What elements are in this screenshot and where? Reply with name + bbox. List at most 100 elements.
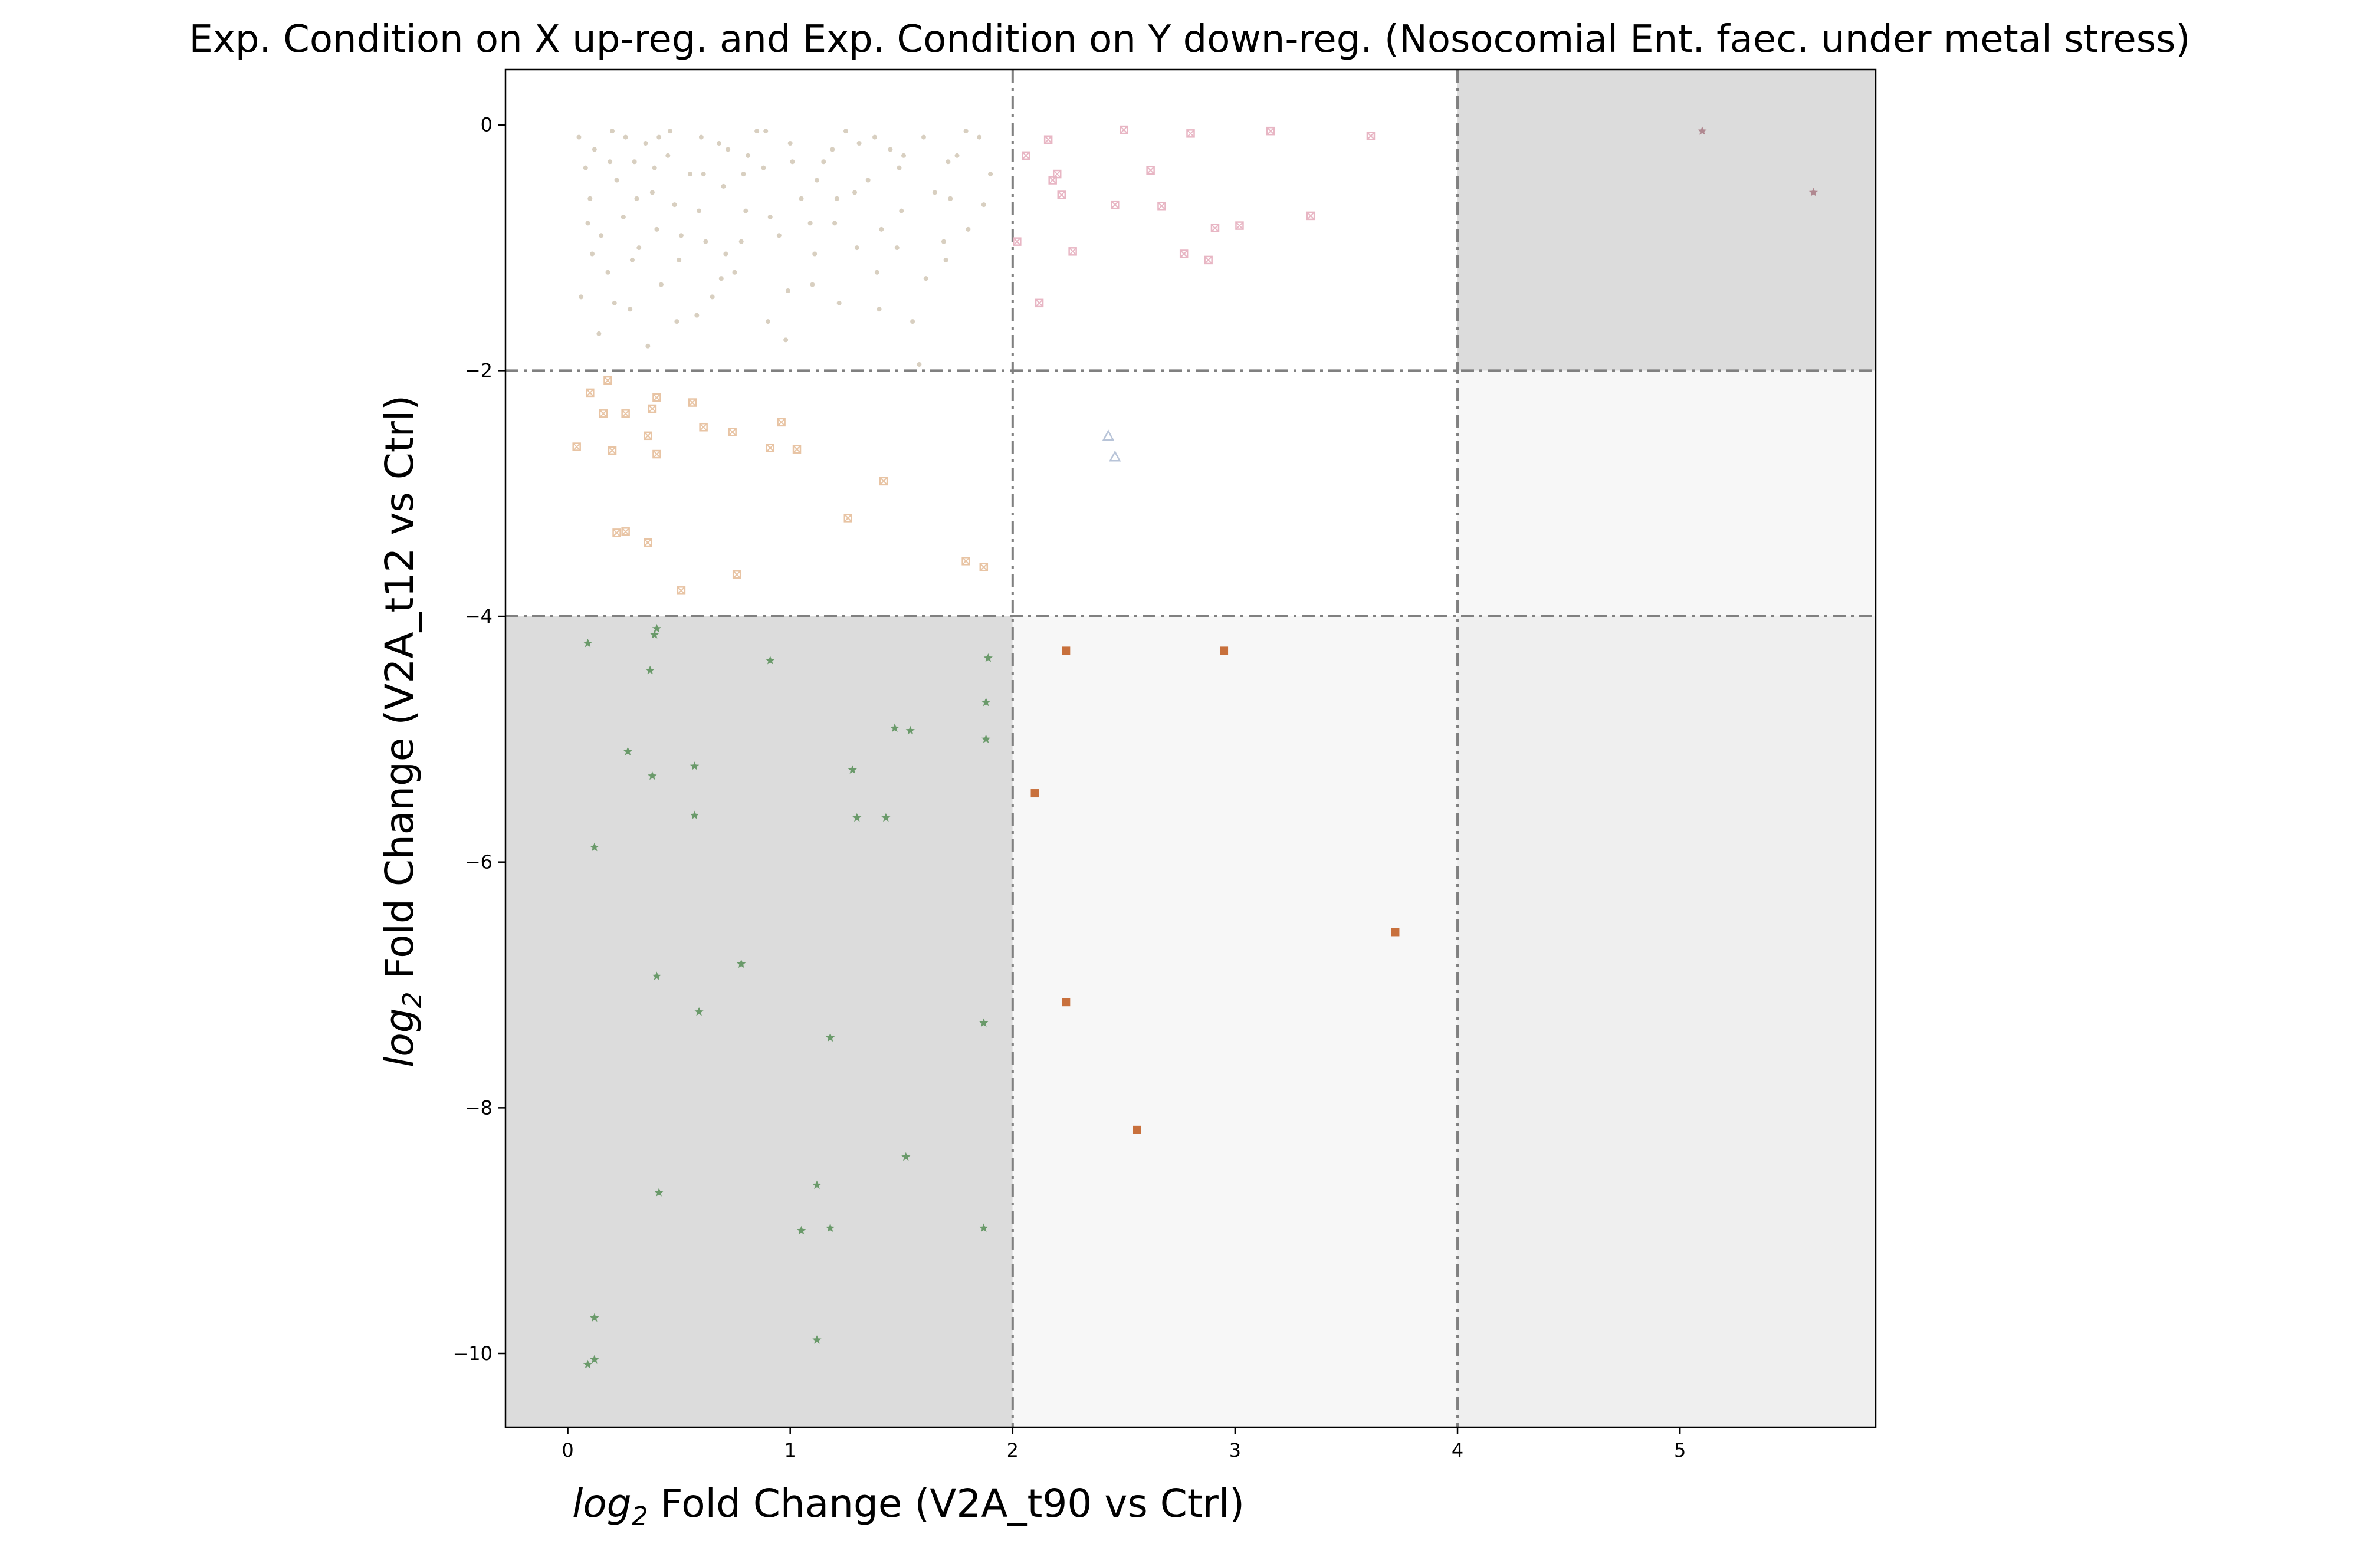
data-point bbox=[658, 282, 664, 287]
data-point bbox=[621, 409, 630, 418]
chart-title: Exp. Condition on X up-reg. and Exp. Con… bbox=[189, 18, 2191, 61]
threshold-lines bbox=[505, 70, 1876, 1427]
data-point bbox=[726, 147, 731, 152]
data-point bbox=[698, 134, 704, 140]
x-tick-label: 0 bbox=[562, 1439, 573, 1461]
data-point bbox=[1266, 126, 1275, 136]
data-point bbox=[723, 251, 728, 257]
data-point bbox=[623, 747, 632, 755]
data-point bbox=[599, 409, 608, 418]
data-point bbox=[979, 563, 989, 571]
x-tick-label: 1 bbox=[784, 1439, 796, 1461]
data-point bbox=[694, 1007, 704, 1016]
data-point bbox=[628, 307, 633, 312]
data-point bbox=[761, 165, 766, 170]
data-point bbox=[612, 528, 621, 537]
data-point bbox=[654, 226, 659, 232]
data-point bbox=[610, 129, 615, 134]
data-point bbox=[738, 239, 744, 244]
y-tick-label: −6 bbox=[465, 851, 493, 873]
data-point bbox=[865, 178, 871, 183]
data-point bbox=[941, 239, 946, 244]
data-point bbox=[834, 196, 839, 201]
data-point bbox=[1186, 129, 1195, 138]
data-point bbox=[897, 165, 902, 170]
data-point bbox=[1052, 169, 1062, 179]
data-point bbox=[954, 153, 960, 158]
data-point bbox=[699, 422, 708, 432]
x-tick-label: 5 bbox=[1674, 1439, 1686, 1461]
data-point bbox=[732, 270, 737, 275]
data-point bbox=[1109, 450, 1121, 462]
data-point bbox=[894, 245, 900, 251]
data-point bbox=[979, 1018, 989, 1027]
data-point bbox=[796, 1226, 806, 1235]
data-point bbox=[668, 129, 673, 134]
data-point bbox=[766, 656, 775, 665]
data-point bbox=[677, 586, 686, 595]
data-point bbox=[732, 570, 741, 579]
data-point bbox=[872, 134, 878, 140]
shaded-region bbox=[1457, 70, 1876, 371]
data-point bbox=[765, 319, 770, 324]
shaded-region bbox=[1457, 370, 1876, 617]
data-point bbox=[1808, 188, 1818, 196]
data-point bbox=[645, 343, 651, 349]
data-point bbox=[899, 208, 904, 213]
data-point bbox=[665, 153, 671, 158]
y-tick-label: 0 bbox=[481, 114, 493, 136]
data-point bbox=[743, 208, 749, 213]
data-point bbox=[856, 140, 862, 146]
data-point bbox=[874, 270, 879, 275]
data-point bbox=[690, 810, 700, 819]
region-shading bbox=[505, 70, 1876, 1427]
data-point bbox=[576, 134, 582, 140]
data-point bbox=[852, 190, 858, 195]
data-point bbox=[710, 294, 715, 300]
data-point bbox=[654, 1188, 664, 1197]
y-tick-label: −2 bbox=[465, 359, 493, 382]
data-point bbox=[688, 398, 697, 407]
data-point bbox=[766, 444, 775, 452]
data-point bbox=[721, 183, 726, 189]
data-point bbox=[652, 449, 661, 459]
data-point bbox=[586, 388, 595, 398]
data-point bbox=[643, 140, 648, 146]
data-point bbox=[649, 190, 655, 195]
data-point bbox=[948, 196, 953, 201]
data-point bbox=[1062, 998, 1071, 1007]
data-point bbox=[826, 1223, 835, 1232]
data-point bbox=[1132, 1125, 1141, 1134]
data-point bbox=[583, 1359, 593, 1369]
data-point bbox=[812, 1335, 822, 1344]
data-point bbox=[650, 630, 659, 639]
data-point bbox=[830, 147, 835, 152]
y-tick-label: −10 bbox=[452, 1342, 493, 1365]
data-point bbox=[612, 300, 617, 305]
data-point bbox=[821, 159, 826, 165]
data-point bbox=[910, 319, 915, 324]
data-point bbox=[943, 257, 948, 262]
y-tick-label: −8 bbox=[465, 1096, 493, 1119]
data-point bbox=[981, 734, 991, 743]
data-point bbox=[648, 404, 657, 413]
data-point bbox=[848, 765, 857, 774]
data-point bbox=[1204, 255, 1213, 265]
data-point bbox=[656, 134, 662, 140]
data-point bbox=[648, 771, 657, 780]
data-point bbox=[694, 313, 700, 318]
data-point bbox=[1698, 126, 1707, 135]
data-point bbox=[678, 233, 684, 238]
data-point bbox=[932, 190, 937, 195]
data-point bbox=[579, 294, 584, 300]
data-point bbox=[652, 393, 661, 402]
data-point bbox=[605, 270, 610, 275]
data-point bbox=[1013, 237, 1022, 246]
data-point bbox=[879, 226, 884, 232]
data-point bbox=[785, 288, 790, 293]
data-point bbox=[966, 226, 971, 232]
data-point bbox=[799, 196, 804, 201]
data-point bbox=[901, 1152, 911, 1161]
data-point bbox=[590, 251, 595, 257]
data-point bbox=[701, 172, 706, 177]
